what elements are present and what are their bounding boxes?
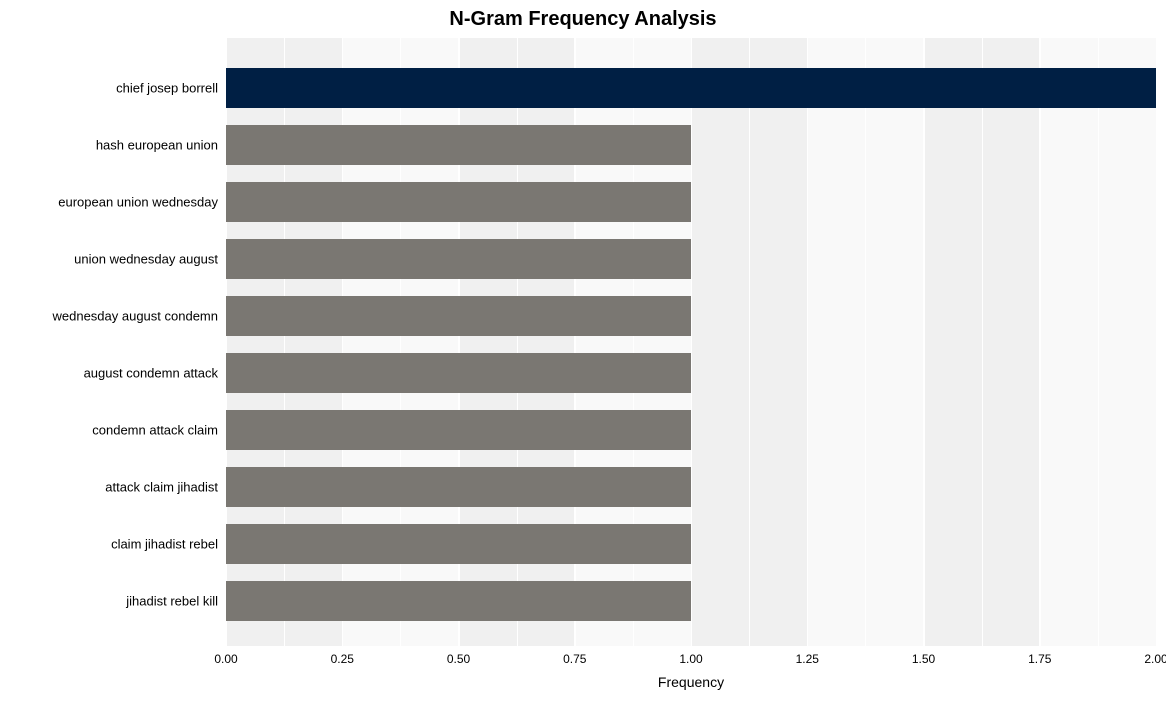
x-tick-label: 1.75 <box>1028 652 1051 666</box>
y-tick-label: union wednesday august <box>74 252 218 267</box>
y-tick-label: condemn attack claim <box>92 423 218 438</box>
bar <box>226 467 691 507</box>
x-tick-label: 0.00 <box>214 652 237 666</box>
x-axis-title: Frequency <box>226 674 1156 690</box>
bar-row <box>226 68 1156 108</box>
bar-row <box>226 581 691 621</box>
y-tick-label: jihadist rebel kill <box>126 594 218 609</box>
bar-row <box>226 182 691 222</box>
y-axis-labels: chief josep borrell hash european union eu… <box>0 38 226 646</box>
y-tick-label: august condemn attack <box>84 366 218 381</box>
x-tick-label: 0.75 <box>563 652 586 666</box>
y-tick-label: european union wednesday <box>58 195 218 210</box>
bar <box>226 410 691 450</box>
bar <box>226 581 691 621</box>
x-tick-label: 1.50 <box>912 652 935 666</box>
bar <box>226 182 691 222</box>
plot-area <box>226 38 1156 646</box>
bar-row <box>226 353 691 393</box>
bar <box>226 68 1156 108</box>
x-tick-label: 0.25 <box>331 652 354 666</box>
y-tick-label: chief josep borrell <box>116 81 218 96</box>
bars-layer <box>226 38 1156 646</box>
x-tick-label: 2.00 <box>1144 652 1166 666</box>
chart-title: N-Gram Frequency Analysis <box>0 8 1166 31</box>
bar-row <box>226 467 691 507</box>
bar <box>226 239 691 279</box>
x-tick-label: 0.50 <box>447 652 470 666</box>
bar-row <box>226 524 691 564</box>
y-tick-label: claim jihadist rebel <box>111 537 218 552</box>
bar-row <box>226 296 691 336</box>
y-tick-label: wednesday august condemn <box>52 309 218 324</box>
x-tick-label: 1.00 <box>679 652 702 666</box>
bar <box>226 296 691 336</box>
y-tick-label: attack claim jihadist <box>105 480 218 495</box>
bar <box>226 125 691 165</box>
x-axis-tick-labels: 0.000.250.500.751.001.251.501.752.00 <box>226 652 1156 672</box>
bar-row <box>226 239 691 279</box>
bar <box>226 524 691 564</box>
bar <box>226 353 691 393</box>
bar-row <box>226 125 691 165</box>
x-tick-label: 1.25 <box>796 652 819 666</box>
ngram-frequency-chart: N-Gram Frequency Analysis chief josep bo… <box>0 0 1166 701</box>
bar-row <box>226 410 691 450</box>
y-tick-label: hash european union <box>96 138 218 153</box>
